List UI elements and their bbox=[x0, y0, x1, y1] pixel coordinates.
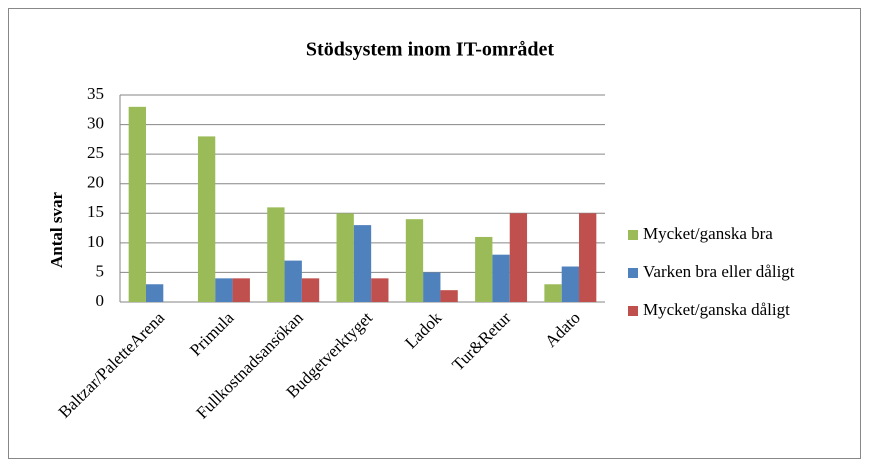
legend-label: Mycket/ganska dåligt bbox=[643, 300, 790, 319]
y-tick-label: 10 bbox=[87, 232, 104, 251]
bar bbox=[128, 106, 146, 302]
legend-swatch bbox=[628, 306, 638, 316]
y-tick-label: 30 bbox=[87, 113, 104, 132]
chart-frame bbox=[8, 8, 861, 459]
y-axis-label: Antal svar bbox=[47, 192, 66, 268]
bar bbox=[440, 290, 458, 302]
bar bbox=[423, 272, 441, 302]
y-tick-label: 20 bbox=[87, 173, 104, 192]
bar bbox=[267, 207, 285, 302]
bar bbox=[405, 219, 424, 302]
bar bbox=[353, 225, 372, 302]
y-tick-label: 15 bbox=[87, 202, 104, 221]
bar bbox=[544, 284, 562, 302]
bar bbox=[197, 136, 216, 302]
bar bbox=[492, 254, 510, 302]
bar bbox=[371, 278, 389, 302]
bar bbox=[561, 266, 580, 302]
bar bbox=[509, 213, 528, 302]
bar bbox=[215, 278, 233, 302]
y-tick-label: 35 bbox=[87, 84, 104, 103]
bar bbox=[284, 260, 302, 302]
legend-label: Varken bra eller dåligt bbox=[643, 262, 795, 281]
y-tick-label: 0 bbox=[96, 291, 105, 310]
y-tick-label: 5 bbox=[96, 261, 105, 280]
bar bbox=[475, 236, 493, 302]
legend-swatch bbox=[628, 268, 638, 278]
chart-title: Stödsystem inom IT-området bbox=[306, 39, 554, 61]
legend-swatch bbox=[628, 230, 638, 240]
legend-label: Mycket/ganska bra bbox=[643, 224, 773, 243]
bar bbox=[232, 278, 250, 302]
bar bbox=[336, 213, 354, 302]
bar bbox=[301, 278, 320, 302]
bar bbox=[145, 284, 164, 302]
bar bbox=[579, 213, 597, 302]
y-tick-label: 25 bbox=[87, 143, 104, 162]
